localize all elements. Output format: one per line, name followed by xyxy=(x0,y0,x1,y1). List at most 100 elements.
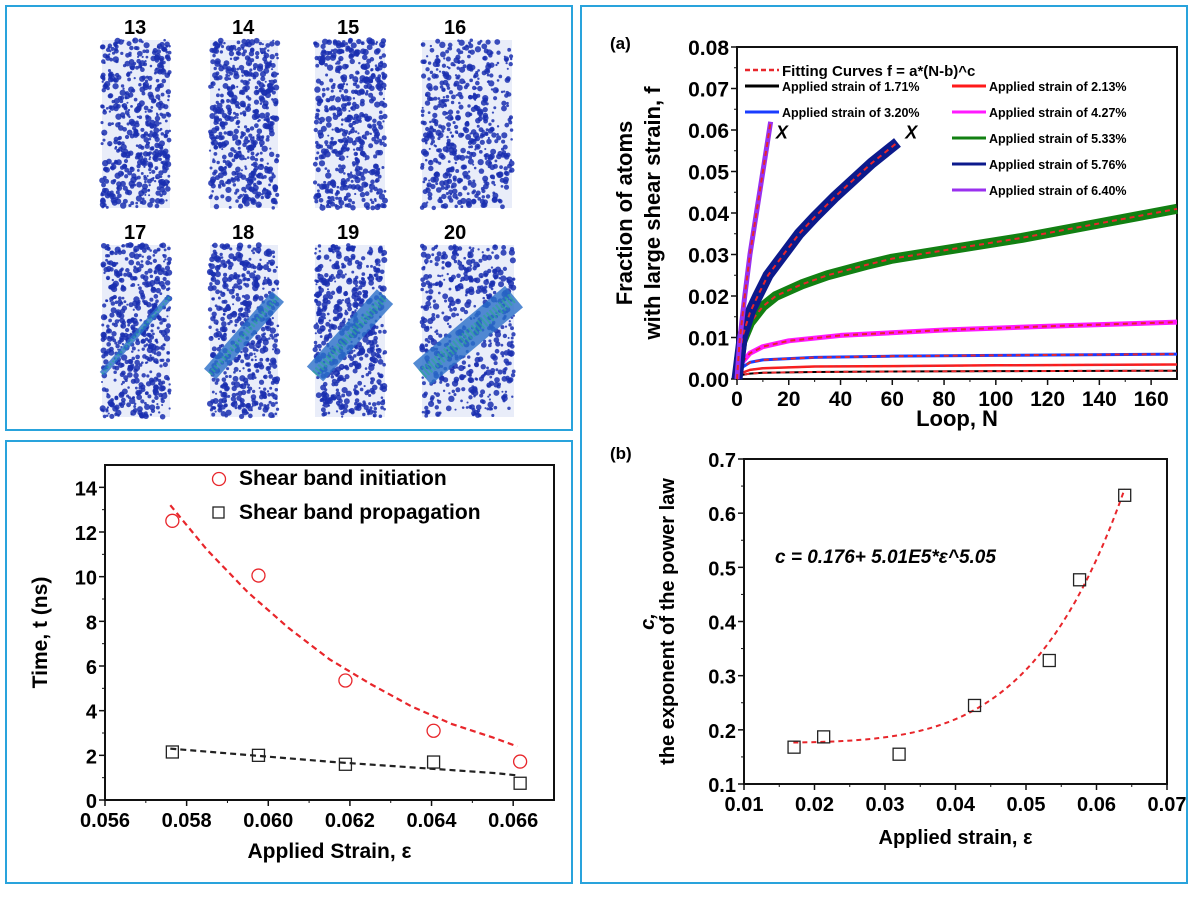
atom-cluster xyxy=(239,383,244,389)
atom-cluster xyxy=(380,396,384,399)
atom-cluster xyxy=(265,112,270,117)
snapshot-label: 20 xyxy=(444,222,466,244)
atom-cluster xyxy=(275,266,278,269)
atom-cluster xyxy=(337,374,344,381)
atom-cluster xyxy=(146,178,152,184)
atom-cluster xyxy=(375,344,379,348)
atom-cluster xyxy=(441,63,447,68)
atom-cluster xyxy=(240,131,244,135)
atom-cluster xyxy=(156,326,160,330)
atom-cluster xyxy=(477,159,484,166)
atom-cluster xyxy=(138,243,145,250)
atom-cluster xyxy=(225,45,232,51)
atom-cluster xyxy=(326,39,332,45)
atom-cluster xyxy=(140,361,144,364)
atom-cluster xyxy=(274,52,279,57)
atom-cluster xyxy=(213,104,217,108)
atom-cluster xyxy=(364,137,367,140)
atom-cluster xyxy=(438,99,445,106)
atom-cluster xyxy=(435,244,439,248)
atom-cluster xyxy=(265,248,272,255)
legend-marker xyxy=(211,471,227,487)
atom-cluster xyxy=(477,69,480,72)
atom-cluster xyxy=(248,257,252,261)
atom-cluster xyxy=(343,398,350,405)
atom-cluster xyxy=(156,247,161,252)
atom-cluster xyxy=(449,277,454,283)
atom-cluster xyxy=(332,114,339,121)
atom-cluster xyxy=(362,336,369,343)
atom-cluster xyxy=(109,335,115,341)
y-tick-label: 0.2 xyxy=(708,721,736,743)
atom-cluster xyxy=(421,106,424,109)
atom-cluster xyxy=(118,135,122,140)
atom-cluster xyxy=(246,411,249,415)
atom-cluster xyxy=(378,263,381,267)
atom-cluster xyxy=(246,108,249,111)
atom-cluster xyxy=(117,148,120,152)
atom-cluster xyxy=(216,346,222,352)
atom-cluster xyxy=(329,51,333,54)
atom-cluster xyxy=(344,42,349,46)
atom-cluster xyxy=(369,189,373,193)
atom-cluster xyxy=(321,306,327,312)
atom-cluster xyxy=(351,310,355,314)
atom-cluster xyxy=(363,84,369,89)
atom-cluster xyxy=(258,95,265,101)
atom-cluster xyxy=(258,139,265,146)
atom-cluster xyxy=(327,404,331,407)
atom-cluster xyxy=(426,182,432,188)
atom-cluster xyxy=(232,138,235,141)
shear-band-core xyxy=(312,293,388,377)
atom-cluster xyxy=(272,255,276,259)
atom-cluster xyxy=(261,89,268,96)
atom-cluster xyxy=(379,41,386,48)
atom-cluster xyxy=(159,146,164,151)
atom-cluster xyxy=(341,387,348,394)
atom-cluster xyxy=(505,61,508,65)
atom-cluster xyxy=(435,38,441,44)
atom-cluster xyxy=(167,98,170,102)
atom-cluster xyxy=(236,40,241,45)
atom-cluster xyxy=(338,83,345,90)
atom-cluster xyxy=(434,405,439,410)
atom-cluster xyxy=(369,198,373,202)
atom-cluster xyxy=(124,327,130,333)
atom-cluster xyxy=(474,193,479,199)
atom-cluster xyxy=(121,104,125,108)
atom-cluster xyxy=(314,267,320,272)
atom-cluster xyxy=(318,154,324,160)
atom-cluster xyxy=(146,374,150,378)
atom-cluster xyxy=(161,113,167,119)
atom-cluster xyxy=(324,107,329,113)
atom-cluster xyxy=(346,278,353,285)
atom-cluster xyxy=(124,60,131,67)
atom-cluster xyxy=(450,116,454,121)
atom-cluster xyxy=(496,79,500,82)
atom-cluster xyxy=(264,80,267,83)
atom-cluster xyxy=(249,68,253,72)
atom-cluster xyxy=(235,188,240,193)
atom-cluster xyxy=(228,274,235,281)
atom-cluster xyxy=(130,176,137,184)
atom-cluster xyxy=(255,369,260,373)
atom-cluster xyxy=(121,296,125,300)
atom-cluster xyxy=(325,50,330,56)
atom-cluster xyxy=(495,368,499,372)
atom-cluster xyxy=(232,64,235,68)
atom-cluster xyxy=(355,136,361,143)
atom-cluster xyxy=(238,413,245,420)
atom-cluster xyxy=(116,185,123,192)
atom-cluster xyxy=(438,280,442,284)
atom-cluster xyxy=(211,190,214,193)
atom-cluster xyxy=(164,119,168,123)
atom-cluster xyxy=(490,174,496,180)
atom-cluster xyxy=(220,316,225,322)
atom-cluster xyxy=(211,390,215,394)
atom-cluster xyxy=(336,185,340,189)
data-point xyxy=(512,754,528,769)
atom-cluster xyxy=(155,168,158,171)
atom-cluster xyxy=(160,344,164,348)
atom-cluster xyxy=(456,366,459,369)
atom-cluster xyxy=(129,71,133,74)
